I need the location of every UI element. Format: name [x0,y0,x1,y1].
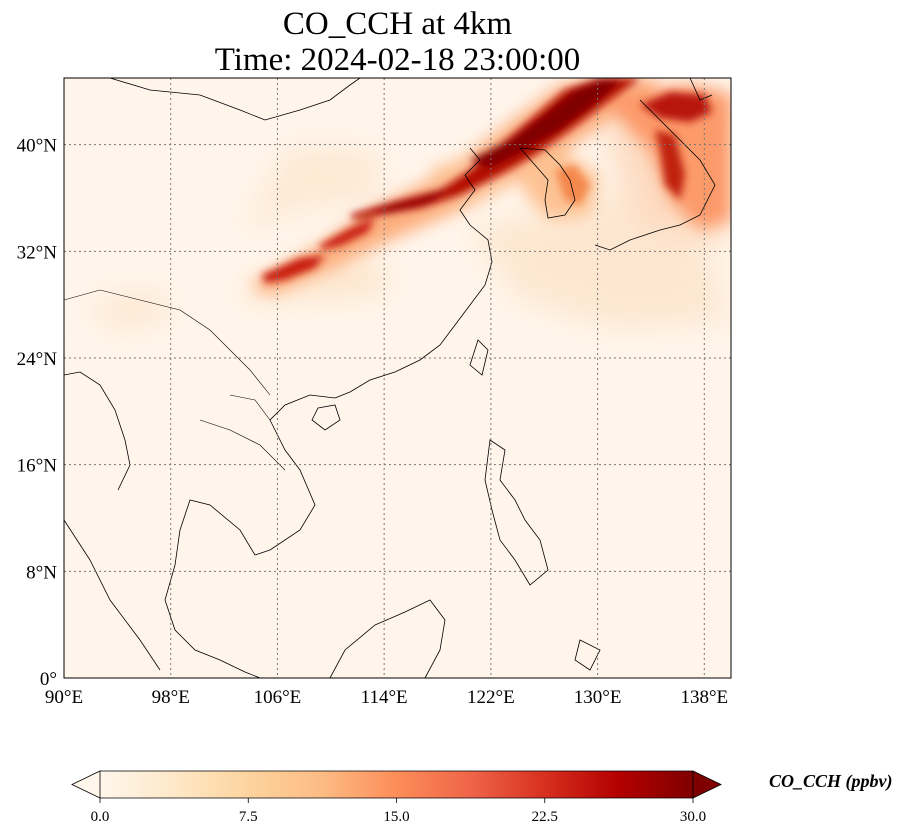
longitude-tick-label: 98°E [152,687,190,708]
map-title: CO_CCH at 4km [282,6,513,42]
longitude-tick-label: 114°E [361,687,408,708]
map-frame [63,77,732,679]
colorbar-extend-max [692,770,722,799]
colorbar-ticks: 0.0 7.5 15.0 22.5 30.0 [91,798,706,825]
colorbar-tick-label: 15.0 [383,809,409,825]
latitude-tick-label: 0° [40,669,57,690]
map-subtitle-time: Time: 2024-02-18 23:00:00 [214,42,581,78]
colorbar-label: CO_CCH (ppbv) [769,771,893,792]
latitude-tick-label: 24°N [17,349,58,370]
longitude-tick-label: 90°E [45,687,83,708]
colorbar-extend-min [71,770,101,799]
latitude-tick-label: 40°N [17,136,58,157]
colorbar-tick-label: 30.0 [680,809,706,825]
latitude-tick-label: 32°N [17,242,58,263]
longitude-axis: 90°E 98°E 106°E 114°E 122°E 130°E 138°E [45,687,728,708]
colorbar-tick-label: 7.5 [239,809,258,825]
longitude-tick-label: 138°E [680,687,728,708]
colorbar-gradient [100,771,693,798]
latitude-tick-label: 8°N [26,562,57,583]
colorbar-tick-label: 0.0 [91,809,110,825]
longitude-tick-label: 122°E [467,687,515,708]
latitude-axis: 0° 8°N 16°N 24°N 32°N 40°N [17,136,58,690]
concentration-field [90,78,731,330]
longitude-tick-label: 106°E [254,687,302,708]
latitude-tick-label: 16°N [17,456,58,477]
gridlines [64,78,731,678]
colorbar-tick-label: 22.5 [532,809,558,825]
colorbar: 0.0 7.5 15.0 22.5 30.0 CO_CCH (ppbv) [71,770,893,825]
longitude-tick-label: 130°E [574,687,622,708]
map-background [64,78,731,678]
